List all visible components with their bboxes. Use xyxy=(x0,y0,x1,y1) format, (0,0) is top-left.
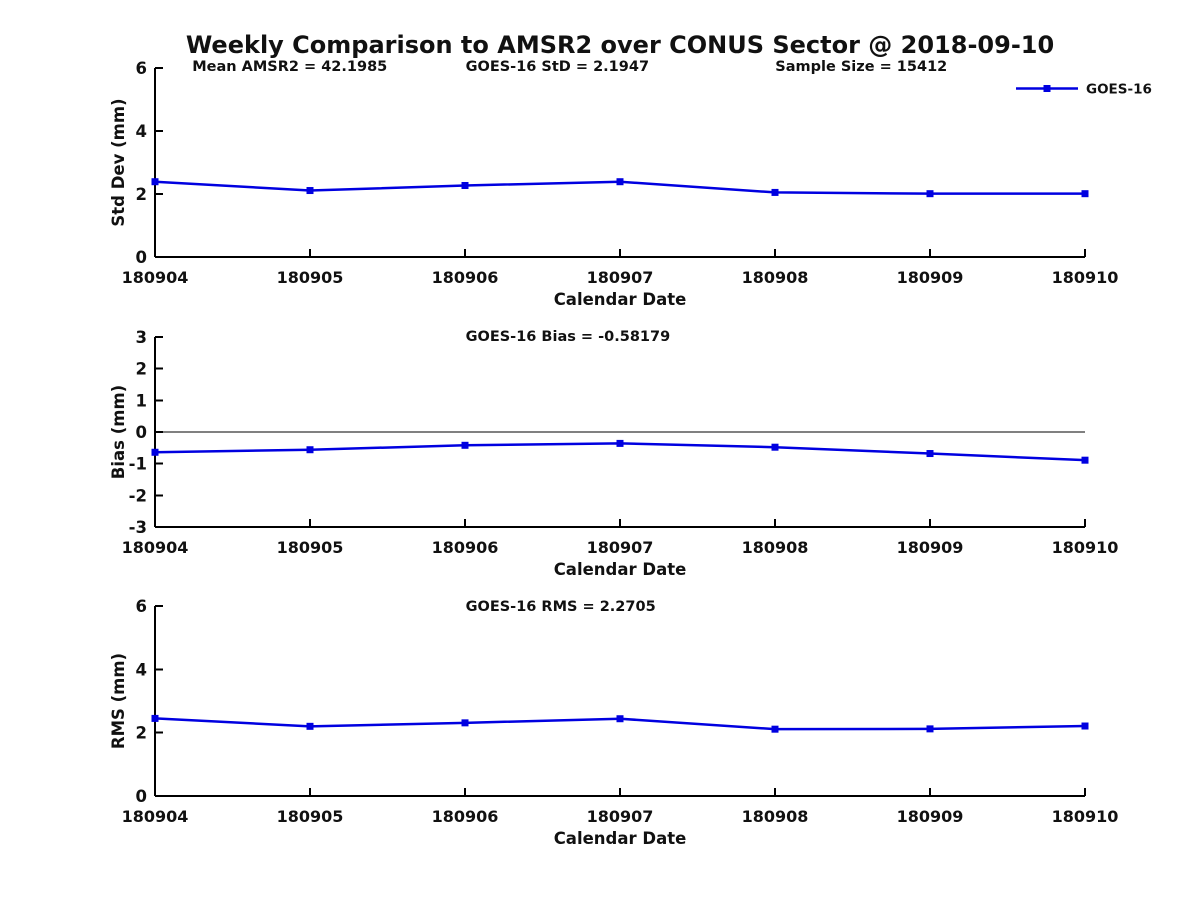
data-point-marker xyxy=(616,715,624,723)
y-tick-label: 0 xyxy=(136,787,147,806)
data-point-marker xyxy=(306,722,314,730)
y-tick-label: -3 xyxy=(129,518,147,537)
subplot-rms-mm: 0 2 4 6 180904 180905 180906 180907 180908 180909… xyxy=(109,597,1118,848)
x-tick-label: 180910 xyxy=(1052,268,1119,287)
data-point-marker xyxy=(616,178,624,186)
chart-title: Weekly Comparison to AMSR2 over CONUS Se… xyxy=(185,31,1055,59)
x-tick-label: 180910 xyxy=(1052,538,1119,557)
stat-annotation: Mean AMSR2 = 42.1985 xyxy=(192,59,387,75)
y-tick-label: 0 xyxy=(136,248,147,267)
y-tick-label: 0 xyxy=(136,423,147,442)
y-tick-label: 2 xyxy=(136,185,147,204)
x-tick-label: 180908 xyxy=(742,807,809,826)
subplot-std-dev-mm: 0 2 4 6 180904 180905 180906 180907 180908 180909… xyxy=(109,59,1152,309)
legend-marker xyxy=(1043,85,1051,92)
data-point-marker xyxy=(306,446,314,454)
y-axis-title: Bias (mm) xyxy=(109,385,128,479)
stat-annotation: GOES-16 Bias = -0.58179 xyxy=(466,329,671,345)
data-point-marker xyxy=(151,714,159,722)
x-tick-label: 180907 xyxy=(587,538,654,557)
y-axis-title: Std Dev (mm) xyxy=(109,98,128,226)
data-point-marker xyxy=(926,190,934,198)
data-point-marker xyxy=(771,443,779,451)
y-tick-label: 6 xyxy=(136,59,147,78)
data-point-marker xyxy=(1081,456,1089,464)
x-tick-label: 180907 xyxy=(587,807,654,826)
data-point-marker xyxy=(151,178,159,186)
x-tick-label: 180906 xyxy=(432,538,499,557)
x-tick-label: 180908 xyxy=(742,268,809,287)
y-tick-label: 4 xyxy=(136,660,147,679)
y-tick-label: -2 xyxy=(129,486,147,505)
x-axis-title: Calendar Date xyxy=(554,560,687,579)
x-tick-label: 180909 xyxy=(897,538,964,557)
data-point-marker xyxy=(926,725,934,733)
y-tick-label: 4 xyxy=(136,122,147,141)
x-tick-label: 180905 xyxy=(277,807,344,826)
x-tick-label: 180905 xyxy=(277,538,344,557)
data-point-marker xyxy=(771,188,779,196)
y-tick-label: -1 xyxy=(129,455,147,474)
x-tick-label: 180908 xyxy=(742,538,809,557)
x-tick-label: 180904 xyxy=(122,538,189,557)
data-point-marker xyxy=(1081,722,1089,730)
x-tick-label: 180910 xyxy=(1052,807,1119,826)
y-axis-title: RMS (mm) xyxy=(109,653,128,749)
legend-label: GOES-16 xyxy=(1086,82,1152,98)
y-tick-label: 3 xyxy=(136,328,147,347)
x-axis-title: Calendar Date xyxy=(554,290,687,309)
x-tick-label: 180909 xyxy=(897,807,964,826)
x-tick-label: 180906 xyxy=(432,807,499,826)
data-point-marker xyxy=(926,450,934,458)
x-tick-label: 180906 xyxy=(432,268,499,287)
data-point-marker xyxy=(461,441,469,449)
data-point-marker xyxy=(151,448,159,456)
y-tick-label: 6 xyxy=(136,597,147,616)
stat-annotation: GOES-16 RMS = 2.2705 xyxy=(466,599,656,615)
data-point-marker xyxy=(1081,190,1089,198)
data-point-marker xyxy=(461,181,469,189)
y-tick-label: 2 xyxy=(136,360,147,379)
data-point-marker xyxy=(306,187,314,195)
stat-annotation: Sample Size = 15412 xyxy=(775,59,947,75)
x-tick-label: 180904 xyxy=(122,807,189,826)
data-point-marker xyxy=(771,725,779,733)
legend: GOES-16 xyxy=(1016,82,1152,98)
x-tick-label: 180907 xyxy=(587,268,654,287)
x-tick-label: 180909 xyxy=(897,268,964,287)
stat-annotation: GOES-16 StD = 2.1947 xyxy=(466,59,649,75)
y-tick-label: 2 xyxy=(136,724,147,743)
subplot-bias-mm: -3 -2 -1 0 1 2 3 180904 180905 180906 180907 180908… xyxy=(109,328,1118,579)
x-tick-label: 180905 xyxy=(277,268,344,287)
data-point-marker xyxy=(616,439,624,447)
x-tick-label: 180904 xyxy=(122,268,189,287)
data-point-marker xyxy=(461,719,469,727)
y-tick-label: 1 xyxy=(136,391,147,410)
x-axis-title: Calendar Date xyxy=(554,829,687,848)
